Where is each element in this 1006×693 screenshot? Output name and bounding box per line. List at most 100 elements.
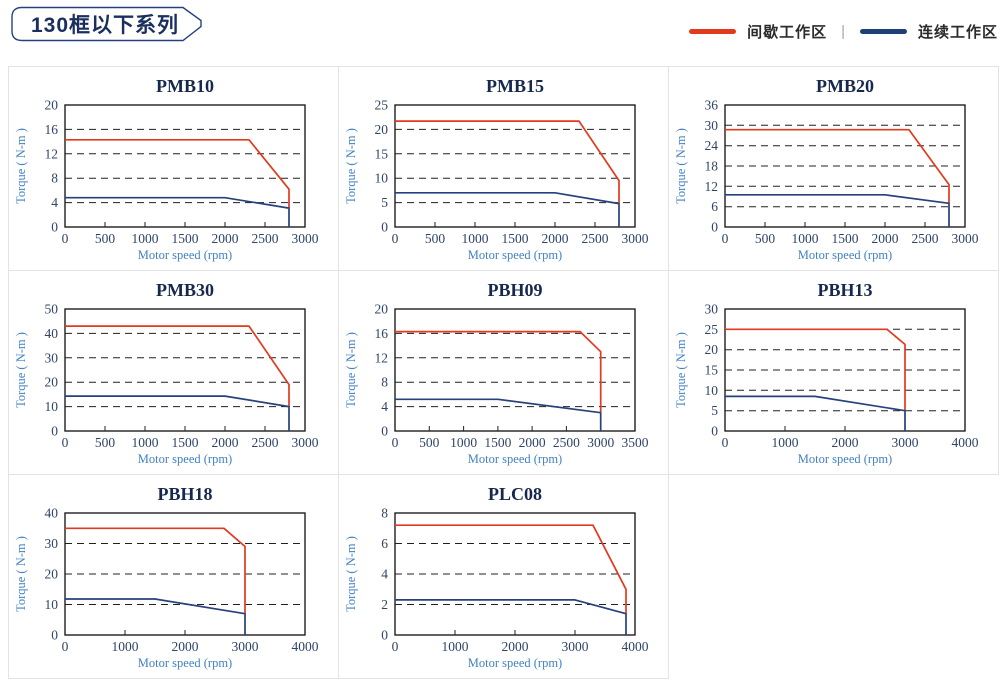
- intermittent-zone-line-icon: [689, 29, 737, 34]
- x-tick-label: 3000: [562, 639, 589, 654]
- x-tick-label: 2000: [172, 639, 199, 654]
- y-tick-label: 4: [381, 399, 388, 414]
- y-tick-label: 6: [381, 536, 388, 551]
- chart-cell-pmb30: 0 10 20 30 40 50 0 500 1000 1500 2000 2500 3000 PMB30…: [9, 271, 339, 475]
- plot-border: [64, 308, 306, 432]
- x-axis-label: Motor speed (rpm): [798, 452, 892, 466]
- series-连续工作区: [395, 398, 602, 431]
- y-axis-label: Torque ( N-m ): [674, 128, 688, 204]
- torque-speed-chart: 0 5 10 15 20 25 30 0 1000 2000 3000 4000 PBH13 Motor …: [674, 280, 979, 466]
- x-axis-label: Motor speed (rpm): [468, 248, 562, 262]
- y-tick-label: 0: [51, 628, 58, 643]
- series-间歇工作区: [395, 330, 602, 413]
- x-axis-label: Motor speed (rpm): [138, 452, 232, 466]
- x-tick-label: 3000: [292, 435, 319, 450]
- y-tick-label: 20: [45, 98, 59, 113]
- series-间歇工作区: [725, 128, 950, 204]
- x-tick-label: 500: [95, 231, 116, 246]
- y-tick-label: 0: [711, 424, 718, 439]
- y-axis-label: Torque ( N-m ): [14, 536, 28, 612]
- y-tick-label: 5: [381, 195, 388, 210]
- x-tick-label: 1000: [792, 231, 819, 246]
- x-tick-label: 3000: [622, 231, 649, 246]
- y-axis-label: Torque ( N-m ): [344, 536, 358, 612]
- x-tick-label: 1500: [172, 231, 199, 246]
- series-连续工作区: [65, 196, 290, 227]
- torque-speed-chart: 0 10 20 30 40 0 1000 2000 3000 4000 PBH18 Motor spe…: [14, 484, 319, 670]
- chart-title: PMB10: [156, 76, 214, 96]
- chart-title: PBH13: [817, 280, 872, 300]
- x-tick-label: 1000: [112, 639, 139, 654]
- torque-speed-chart: 0 5 10 15 20 25 0 500 1000 1500 2000 2500 3000 PMB15 M…: [344, 76, 649, 262]
- x-tick-label: 3000: [232, 639, 259, 654]
- y-tick-label: 12: [705, 179, 719, 194]
- chart-title: PLC08: [488, 484, 542, 504]
- y-axis-label: Torque ( N-m ): [344, 332, 358, 408]
- y-tick-label: 4: [51, 195, 58, 210]
- y-tick-label: 15: [375, 146, 389, 161]
- y-tick-label: 15: [705, 363, 719, 378]
- badge-outline-shape: 130框以下系列: [11, 6, 202, 42]
- y-axis-label: Torque ( N-m ): [344, 128, 358, 204]
- y-tick-label: 8: [51, 171, 58, 186]
- plot-border: [394, 104, 636, 228]
- y-tick-label: 40: [45, 326, 59, 341]
- series-连续工作区: [725, 193, 950, 227]
- y-tick-label: 40: [45, 506, 59, 521]
- y-tick-label: 20: [705, 342, 719, 357]
- plot-border: [64, 104, 306, 228]
- y-tick-label: 10: [705, 383, 719, 398]
- series-连续工作区: [725, 395, 906, 431]
- x-tick-label: 2500: [582, 231, 609, 246]
- x-tick-label: 1000: [450, 435, 477, 450]
- x-tick-label: 3000: [892, 435, 919, 450]
- y-tick-label: 0: [381, 220, 388, 235]
- chart-title: PMB30: [156, 280, 214, 300]
- chart-title: PMB20: [816, 76, 874, 96]
- y-tick-label: 4: [381, 567, 388, 582]
- y-tick-label: 20: [45, 567, 59, 582]
- continuous-zone-line-icon: [859, 29, 907, 34]
- series-连续工作区: [395, 191, 620, 227]
- series-连续工作区: [65, 598, 246, 635]
- x-tick-label: 3500: [622, 435, 649, 450]
- series-间歇工作区: [65, 325, 290, 407]
- y-tick-label: 50: [45, 302, 59, 317]
- x-tick-label: 2000: [519, 435, 546, 450]
- x-tick-label: 0: [722, 231, 729, 246]
- x-tick-label: 2000: [542, 231, 569, 246]
- x-tick-label: 0: [392, 639, 399, 654]
- y-tick-label: 0: [711, 220, 718, 235]
- x-tick-label: 2500: [912, 231, 939, 246]
- x-tick-label: 1500: [832, 231, 859, 246]
- series-连续工作区: [65, 395, 290, 431]
- x-axis-label: Motor speed (rpm): [138, 656, 232, 670]
- x-tick-label: 3000: [952, 231, 979, 246]
- legend-separator: |: [841, 23, 846, 40]
- y-tick-label: 0: [51, 220, 58, 235]
- y-tick-label: 12: [45, 146, 59, 161]
- y-tick-label: 25: [375, 98, 389, 113]
- x-tick-label: 1500: [502, 231, 529, 246]
- x-tick-label: 0: [62, 231, 69, 246]
- series-间歇工作区: [395, 524, 627, 614]
- chart-cell-pmb20: 0 6 12 18 24 30 36 0 500 1000 1500 2000 2500 3000 PMB2…: [669, 67, 999, 271]
- y-tick-label: 8: [381, 506, 388, 521]
- y-tick-label: 20: [375, 122, 389, 137]
- y-tick-label: 20: [45, 375, 59, 390]
- chart-title: PBH09: [487, 280, 542, 300]
- series-间歇工作区: [65, 527, 246, 614]
- y-tick-label: 12: [375, 350, 389, 365]
- y-tick-label: 24: [705, 138, 719, 153]
- x-tick-label: 1000: [132, 435, 159, 450]
- legend: 间歇工作区 | 连续工作区: [689, 21, 998, 42]
- y-axis-label: Torque ( N-m ): [14, 332, 28, 408]
- chart-title: PMB15: [486, 76, 544, 96]
- y-tick-label: 5: [711, 403, 718, 418]
- x-tick-label: 500: [755, 231, 776, 246]
- plot-border: [394, 512, 636, 636]
- y-tick-label: 18: [705, 159, 719, 174]
- chart-cell-pbh09: 0 4 8 12 16 20 0 500 1000 1500 2000 2500 3000 3500 PBH…: [339, 271, 669, 475]
- x-tick-label: 500: [95, 435, 116, 450]
- chart-cell-pmb15: 0 5 10 15 20 25 0 500 1000 1500 2000 2500 3000 PMB15 M…: [339, 67, 669, 271]
